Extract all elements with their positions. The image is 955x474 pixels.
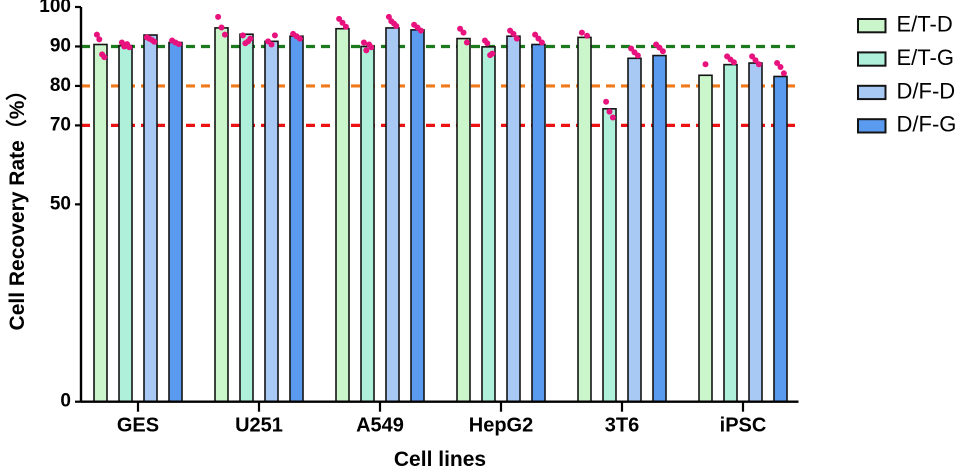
svg-text:80: 80 — [50, 75, 71, 96]
svg-text:iPSC: iPSC — [720, 415, 767, 437]
svg-text:50: 50 — [50, 193, 71, 214]
svg-text:90: 90 — [50, 35, 71, 56]
svg-text:E/T-D: E/T-D — [897, 11, 953, 36]
svg-text:HepG2: HepG2 — [469, 415, 533, 437]
svg-text:D/F-D: D/F-D — [897, 78, 955, 103]
svg-text:U251: U251 — [235, 415, 283, 437]
svg-text:A549: A549 — [356, 415, 404, 437]
svg-text:E/T-G: E/T-G — [897, 45, 954, 70]
svg-text:3T6: 3T6 — [605, 415, 639, 437]
svg-text:0: 0 — [60, 391, 71, 412]
svg-text:70: 70 — [50, 114, 71, 135]
svg-text:GES: GES — [117, 415, 159, 437]
svg-text:D/F-G: D/F-G — [897, 112, 955, 137]
svg-text:100: 100 — [39, 0, 71, 17]
